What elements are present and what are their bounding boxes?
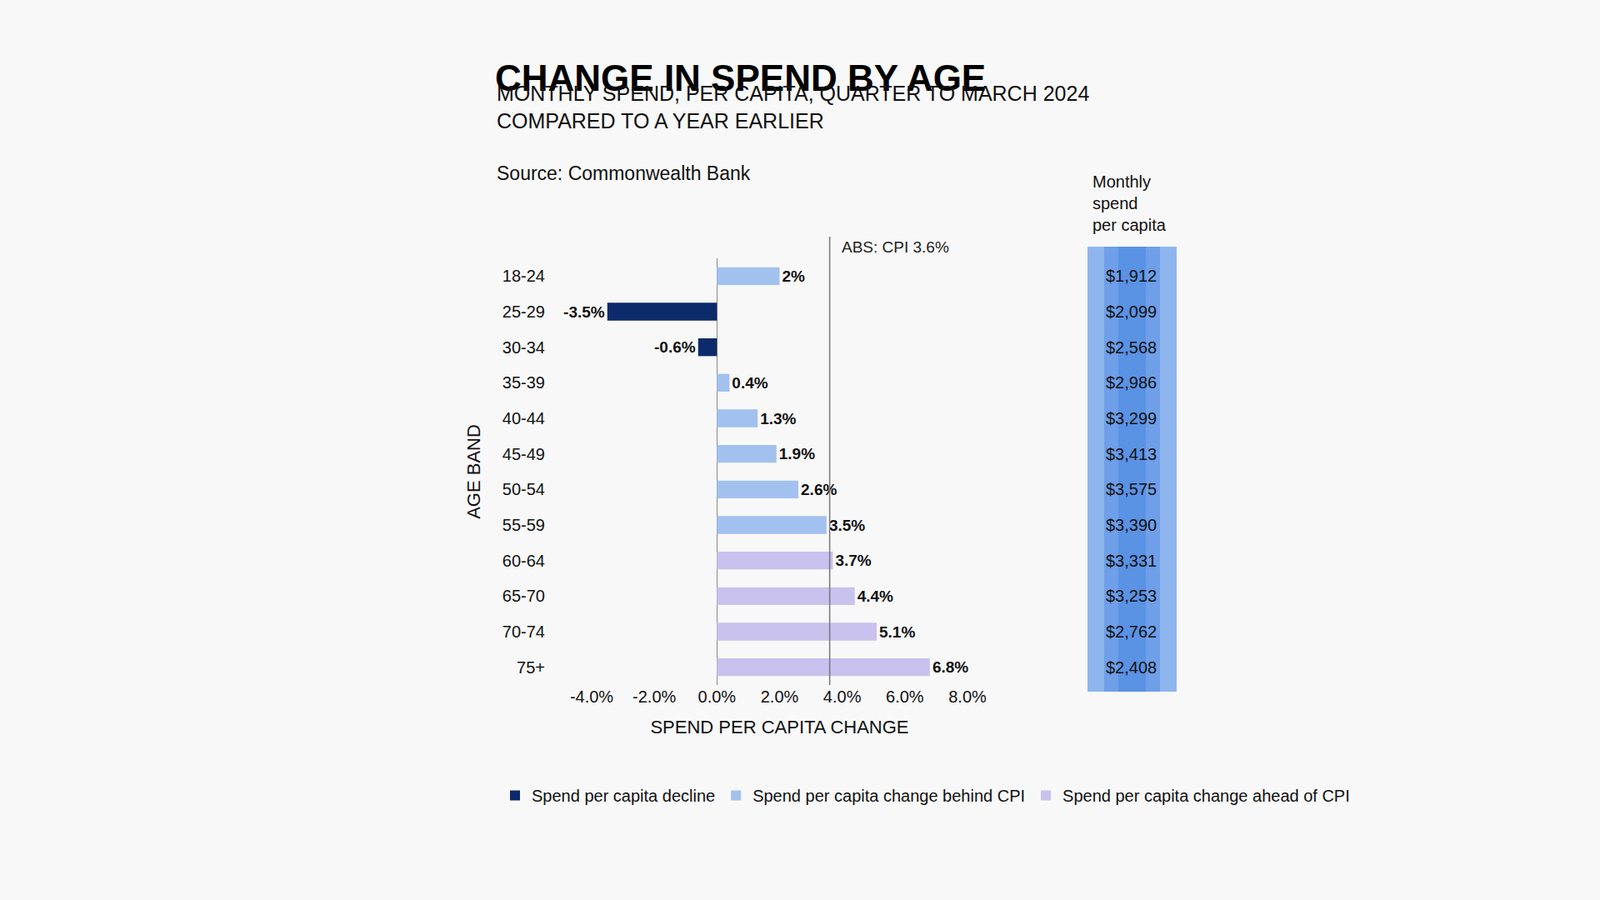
svg-text:-3.5%: -3.5% — [563, 303, 605, 321]
svg-text:$3,299: $3,299 — [1105, 409, 1157, 428]
svg-text:50-54: 50-54 — [502, 480, 545, 499]
svg-text:$3,253: $3,253 — [1105, 586, 1157, 605]
svg-text:Spend per capita decline: Spend per capita decline — [531, 786, 715, 805]
svg-text:SPEND PER CAPITA CHANGE: SPEND PER CAPITA CHANGE — [650, 716, 909, 738]
svg-text:AGE BAND: AGE BAND — [463, 424, 485, 520]
svg-text:2.0%: 2.0% — [760, 687, 800, 706]
svg-text:$3,575: $3,575 — [1105, 480, 1157, 499]
svg-text:40-44: 40-44 — [502, 409, 545, 428]
svg-text:Spend per capita change ahead: Spend per capita change ahead of CPI — [1062, 786, 1350, 805]
svg-text:75+: 75+ — [516, 658, 545, 677]
svg-text:65-70: 65-70 — [502, 586, 545, 605]
svg-text:$2,408: $2,408 — [1105, 658, 1157, 677]
svg-text:$2,986: $2,986 — [1105, 373, 1157, 392]
svg-text:$3,413: $3,413 — [1105, 445, 1157, 464]
svg-text:$3,331: $3,331 — [1105, 551, 1157, 570]
svg-text:Spend per capita change behind: Spend per capita change behind CPI — [752, 786, 1025, 805]
svg-text:0.4%: 0.4% — [731, 374, 768, 392]
svg-text:3.5%: 3.5% — [829, 516, 865, 535]
svg-text:$1,912: $1,912 — [1105, 266, 1157, 285]
svg-text:$2,099: $2,099 — [1105, 302, 1157, 321]
svg-text:2.6%: 2.6% — [800, 480, 837, 499]
svg-text:25-29: 25-29 — [502, 302, 545, 321]
svg-text:5.1%: 5.1% — [879, 623, 915, 641]
svg-text:$3,390: $3,390 — [1105, 515, 1157, 535]
svg-text:MONTHLY SPEND, PER CAPITA, QUA: MONTHLY SPEND, PER CAPITA, QUARTER TO MA… — [496, 81, 1090, 133]
svg-text:60-64: 60-64 — [502, 551, 545, 570]
svg-text:6.0%: 6.0% — [885, 687, 925, 706]
svg-text:6.8%: 6.8% — [932, 658, 969, 676]
svg-text:-0.6%: -0.6% — [654, 338, 696, 356]
svg-text:30-34: 30-34 — [502, 338, 545, 357]
svg-text:3.7%: 3.7% — [835, 551, 871, 570]
svg-text:$2,762: $2,762 — [1105, 622, 1157, 641]
svg-text:2%: 2% — [782, 267, 806, 285]
svg-text:Monthlyspendper capita: Monthlyspendper capita — [1092, 172, 1167, 235]
svg-text:70-74: 70-74 — [502, 622, 545, 641]
svg-text:1.3%: 1.3% — [760, 410, 796, 428]
svg-text:ABS: CPI 3.6%: ABS: CPI 3.6% — [841, 238, 950, 256]
svg-text:45-49: 45-49 — [502, 445, 545, 464]
svg-text:$2,568: $2,568 — [1105, 338, 1157, 357]
svg-text:1.9%: 1.9% — [779, 445, 815, 463]
svg-text:4.4%: 4.4% — [857, 587, 894, 605]
svg-text:18-24: 18-24 — [502, 266, 545, 285]
svg-text:35-39: 35-39 — [502, 373, 545, 392]
svg-text:0.0%: 0.0% — [698, 687, 737, 706]
svg-text:-4.0%: -4.0% — [570, 687, 614, 706]
svg-text:4.0%: 4.0% — [823, 687, 862, 706]
svg-text:55-59: 55-59 — [502, 515, 545, 535]
svg-text:Source: Commonwealth Bank: Source: Commonwealth Bank — [496, 162, 751, 185]
svg-text:CHANGE IN SPEND BY AGE: CHANGE IN SPEND BY AGE — [495, 57, 986, 99]
svg-text:-2.0%: -2.0% — [632, 687, 676, 706]
svg-text:8.0%: 8.0% — [948, 687, 987, 706]
